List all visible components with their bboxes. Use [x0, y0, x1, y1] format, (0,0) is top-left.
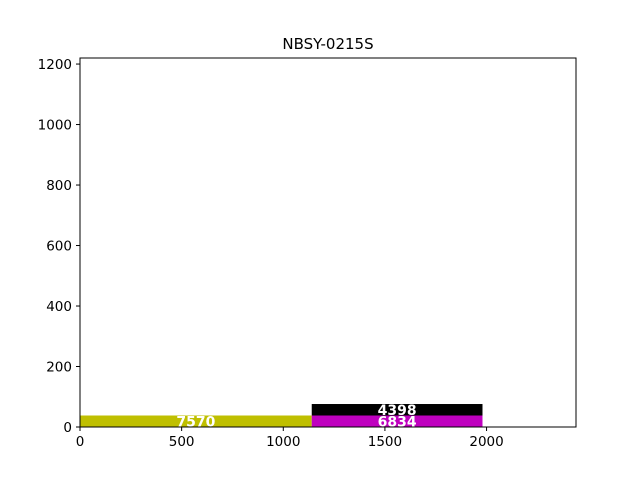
x-tick-label: 500 [169, 434, 195, 450]
y-tick-label: 1200 [38, 57, 72, 73]
x-tick-label: 2000 [469, 434, 503, 450]
chart-title: NBSY-0215S [282, 35, 373, 53]
y-tick-label: 400 [46, 299, 72, 315]
plot-frame [79, 57, 577, 428]
y-tick-label: 1000 [38, 118, 72, 134]
bar-label-6834: 6834 [378, 414, 417, 430]
x-tick-label: 0 [76, 434, 85, 450]
bar-label-4398: 4398 [378, 403, 417, 419]
bar-group [80, 404, 483, 427]
y-tick-label: 800 [46, 178, 72, 194]
bar-6834 [311, 415, 483, 427]
x-tick-label: 1000 [266, 434, 300, 450]
bar-label-7570: 7570 [176, 414, 215, 430]
bar-4398 [311, 404, 483, 416]
y-axis: 0 200 400 600 800 1000 1200 [38, 57, 80, 436]
y-tick-label: 600 [46, 239, 72, 255]
bar-7570 [80, 415, 312, 427]
y-tick-label: 200 [46, 360, 72, 376]
y-tick-label: 0 [63, 420, 72, 436]
x-tick-label: 1500 [368, 434, 402, 450]
x-axis: 0 500 1000 1500 2000 [76, 427, 504, 450]
